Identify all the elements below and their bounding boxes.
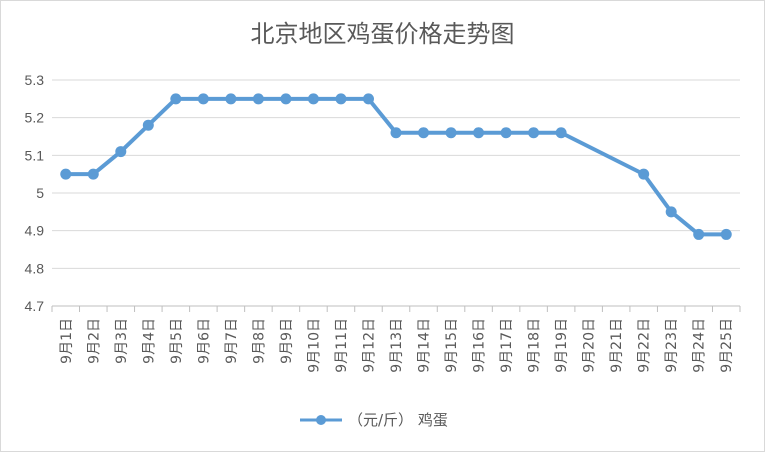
x-tick-label: 9月7日 <box>224 318 240 364</box>
data-point <box>473 127 485 139</box>
x-tick-label: 9月6日 <box>196 318 212 364</box>
x-tick-label: 9月25日 <box>719 318 735 373</box>
data-point <box>693 228 705 240</box>
x-tick-label: 9月8日 <box>251 318 267 364</box>
x-tick-label: 9月24日 <box>692 318 708 373</box>
x-tick-label: 9月18日 <box>527 318 543 373</box>
data-point <box>500 127 512 139</box>
data-point <box>142 119 154 131</box>
y-tick-label: 5.1 <box>25 147 45 163</box>
y-axis-ticks: 5.3 5.2 5.1 5 4.9 4.8 4.7 <box>25 72 45 314</box>
x-tick-label: 9月16日 <box>472 318 488 373</box>
y-tick-label: 5 <box>36 185 44 201</box>
data-point <box>197 93 209 105</box>
chart-title: 北京地区鸡蛋价格走势图 <box>250 20 515 48</box>
legend-label: （元/斤） 鸡蛋 <box>348 411 448 429</box>
data-point <box>115 146 127 158</box>
x-tick-label: 9月4日 <box>141 318 157 364</box>
data-point <box>362 93 374 105</box>
y-tick-label: 5.2 <box>25 110 45 126</box>
series-line <box>65 96 727 237</box>
data-point <box>252 93 264 105</box>
x-tick-label: 9月9日 <box>279 318 295 364</box>
x-tick-label: 9月19日 <box>554 318 570 373</box>
x-tick-label: 9月1日 <box>59 318 75 364</box>
data-point <box>307 93 319 105</box>
data-point <box>60 168 72 180</box>
data-point <box>555 127 567 139</box>
x-tick-label: 9月11日 <box>334 318 350 373</box>
series-group <box>60 93 732 240</box>
x-tick-label: 9月3日 <box>114 318 130 364</box>
y-tick-label: 4.7 <box>25 298 45 314</box>
x-tick-label: 9月17日 <box>499 318 515 373</box>
x-tick-label: 9月10日 <box>306 318 322 373</box>
data-point <box>665 206 677 218</box>
data-point <box>170 93 182 105</box>
data-point <box>280 93 292 105</box>
x-tick-label: 9月12日 <box>361 318 377 373</box>
gridlines <box>52 79 740 269</box>
data-point <box>390 127 402 139</box>
data-point <box>638 168 650 180</box>
x-axis-ticks: 9月1日 9月2日 9月3日 9月4日 9月5日 9月6日 9月7日 9月8日 9月9日 9月10… <box>59 318 735 373</box>
x-axis <box>51 305 741 312</box>
data-point <box>720 228 732 240</box>
y-tick-label: 5.3 <box>25 72 45 88</box>
x-tick-label: 9月22日 <box>637 318 653 373</box>
x-tick-label: 9月13日 <box>389 318 405 373</box>
y-tick-label: 4.8 <box>25 260 45 276</box>
data-point <box>87 168 99 180</box>
x-tick-label: 9月2日 <box>86 318 102 364</box>
x-tick-label: 9月21日 <box>609 318 625 373</box>
x-tick-label: 9月20日 <box>582 318 598 373</box>
data-point <box>335 93 347 105</box>
data-point <box>225 93 237 105</box>
x-tick-label: 9月15日 <box>444 318 460 373</box>
x-tick-label: 9月5日 <box>169 318 185 364</box>
y-tick-label: 4.9 <box>25 223 45 239</box>
x-tick-label: 9月14日 <box>417 318 433 373</box>
data-point <box>528 127 540 139</box>
legend-marker <box>316 415 326 425</box>
x-tick-label: 9月23日 <box>664 318 680 373</box>
data-point <box>445 127 457 139</box>
legend: （元/斤） 鸡蛋 <box>300 411 448 429</box>
data-point <box>418 127 430 139</box>
